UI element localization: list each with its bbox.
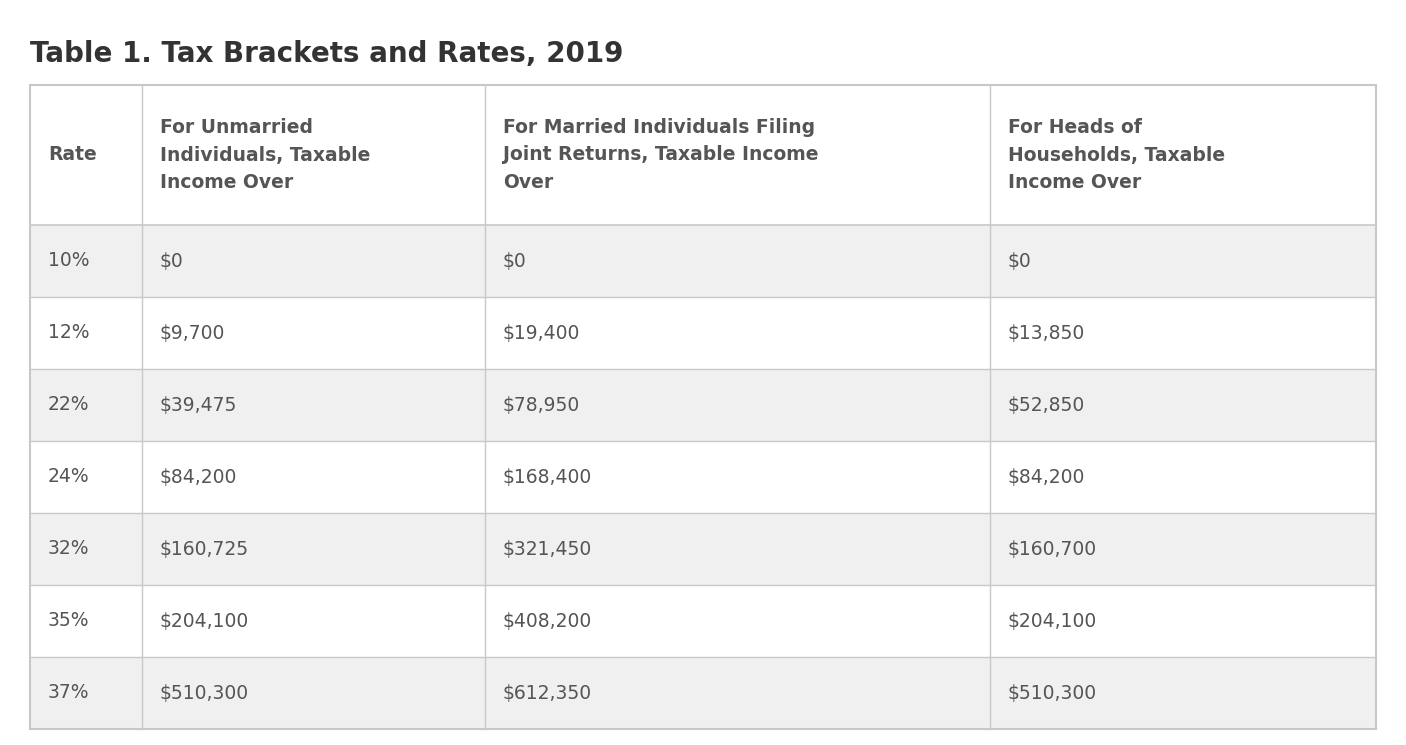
Text: $204,100: $204,100 xyxy=(1008,612,1097,630)
Text: 10%: 10% xyxy=(48,252,90,270)
Bar xyxy=(30,513,1376,585)
Text: $612,350: $612,350 xyxy=(503,683,592,703)
Bar xyxy=(30,369,1376,441)
Bar xyxy=(30,297,1376,369)
Text: $160,700: $160,700 xyxy=(1008,539,1097,559)
Text: $78,950: $78,950 xyxy=(503,396,581,414)
Text: 22%: 22% xyxy=(48,396,90,414)
Text: $510,300: $510,300 xyxy=(1008,683,1097,703)
Bar xyxy=(30,585,1376,657)
Text: $84,200: $84,200 xyxy=(160,468,238,486)
Text: 37%: 37% xyxy=(48,683,90,703)
Text: For Heads of
Households, Taxable
Income Over: For Heads of Households, Taxable Income … xyxy=(1008,118,1225,191)
Bar xyxy=(30,441,1376,513)
Text: $84,200: $84,200 xyxy=(1008,468,1085,486)
Text: $160,725: $160,725 xyxy=(160,539,249,559)
Text: For Unmarried
Individuals, Taxable
Income Over: For Unmarried Individuals, Taxable Incom… xyxy=(160,118,370,191)
Text: For Married Individuals Filing
Joint Returns, Taxable Income
Over: For Married Individuals Filing Joint Ret… xyxy=(503,118,818,191)
Text: $168,400: $168,400 xyxy=(503,468,592,486)
Text: $321,450: $321,450 xyxy=(503,539,592,559)
Text: $0: $0 xyxy=(1008,252,1032,270)
Text: Table 1. Tax Brackets and Rates, 2019: Table 1. Tax Brackets and Rates, 2019 xyxy=(30,40,623,68)
Text: $0: $0 xyxy=(160,252,183,270)
Text: $9,700: $9,700 xyxy=(160,323,225,343)
Text: $19,400: $19,400 xyxy=(503,323,581,343)
Text: $52,850: $52,850 xyxy=(1008,396,1085,414)
Bar xyxy=(30,657,1376,729)
Text: 32%: 32% xyxy=(48,539,90,559)
Bar xyxy=(30,225,1376,297)
Bar xyxy=(30,85,1376,225)
Bar xyxy=(30,85,1376,729)
Text: $13,850: $13,850 xyxy=(1008,323,1085,343)
Text: 35%: 35% xyxy=(48,612,90,630)
Text: 12%: 12% xyxy=(48,323,90,343)
Text: $39,475: $39,475 xyxy=(160,396,238,414)
Text: $0: $0 xyxy=(503,252,527,270)
Text: $204,100: $204,100 xyxy=(160,612,249,630)
Text: $408,200: $408,200 xyxy=(503,612,592,630)
Text: Rate: Rate xyxy=(48,145,97,165)
Text: 24%: 24% xyxy=(48,468,90,486)
Text: $510,300: $510,300 xyxy=(160,683,249,703)
